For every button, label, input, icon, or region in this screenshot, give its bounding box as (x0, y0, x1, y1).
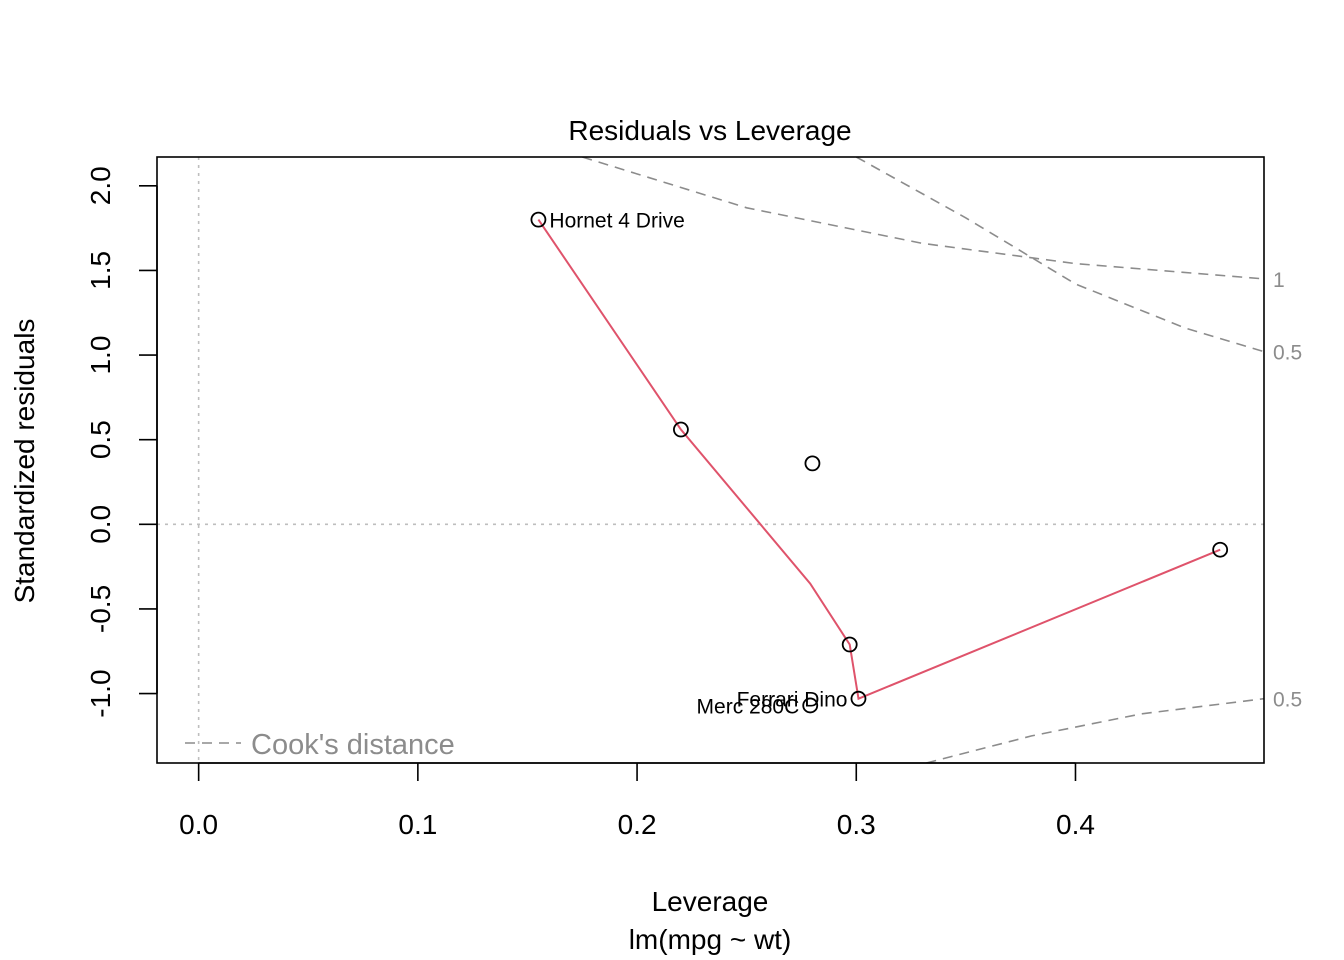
y-tick-label: -0.5 (85, 585, 116, 633)
legend-label: Cook's distance (251, 729, 455, 761)
x-tick-label: 0.1 (398, 809, 437, 840)
y-tick-label: 1.5 (85, 251, 116, 290)
cooks-distance-contours (582, 157, 1264, 763)
cooks-level-label: 0.5 (1273, 689, 1302, 712)
cooks-level-labels: 1 0.5 0.5 (1273, 269, 1302, 712)
data-point (530, 211, 547, 228)
x-axis: 0.0 0.1 0.2 0.3 0.4 (179, 762, 1095, 840)
y-tick-label: 0.5 (85, 420, 116, 459)
cooks-contour-lower-2 (926, 697, 1264, 763)
x-tick-label: 0.2 (618, 809, 657, 840)
data-point (1212, 541, 1229, 558)
cooks-level-label: 1 (1273, 269, 1285, 292)
point-label: Ferrari Dino (737, 689, 848, 712)
y-tick-label: 2.0 (85, 166, 116, 205)
y-tick-label: -1.0 (85, 669, 116, 717)
smoother-line-group (537, 219, 1221, 701)
point-label: Merc 280C (697, 695, 800, 718)
data-point (850, 690, 867, 707)
x-tick-label: 0.0 (179, 809, 218, 840)
x-tick-label: 0.4 (1056, 809, 1095, 840)
y-axis-label: Standardized residuals (9, 319, 40, 604)
point-label: Hornet 4 Drive (549, 210, 684, 233)
model-sublabel: lm(mpg ~ wt) (629, 924, 792, 955)
y-tick-label: 0.0 (85, 505, 116, 544)
plot-box (156, 156, 1265, 764)
cooks-contour-upper-1 (855, 157, 1264, 353)
x-tick-label: 0.3 (837, 809, 876, 840)
cooks-level-label: 0.5 (1273, 342, 1302, 365)
data-point (802, 697, 819, 714)
reference-lines (157, 157, 1264, 763)
smoother-line (537, 219, 1221, 701)
data-point (673, 421, 689, 438)
chart-title: Residuals vs Leverage (568, 115, 851, 146)
cooks-contour-upper-0 (582, 157, 1264, 280)
legend: Cook's distance (185, 729, 455, 761)
data-point (804, 455, 821, 472)
y-axis: -1.0 -0.5 0.0 0.5 1.0 1.5 2.0 (85, 166, 158, 718)
data-point (841, 636, 858, 653)
y-tick-label: 1.0 (85, 336, 116, 375)
x-axis-label: Leverage (652, 886, 769, 917)
